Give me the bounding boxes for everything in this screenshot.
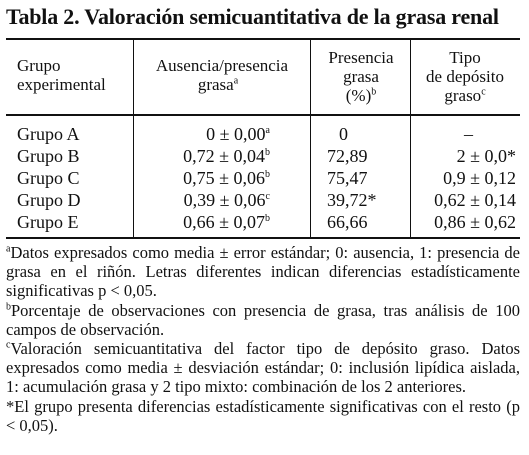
cell-ausencia-mark: a [265,125,270,136]
cell-presencia: 75,47 [327,168,368,188]
cell-grupo: Grupo A [17,124,80,144]
header-tipo: Tipo de depósito grasoc [412,48,518,105]
table-title: Tabla 2. Valoración semicuantitativa de … [6,4,499,29]
cell-grupo: Grupo C [17,168,80,188]
cell-tipo: 0,9 ± 0,12 [443,168,516,188]
cell-presencia: 39,72* [327,190,377,210]
header-presencia-line2: grasa [343,67,379,86]
cell-ausencia-mark: b [265,147,270,158]
cell-presencia: 66,66 [327,212,368,232]
header-ausencia-line2: grasa [197,75,234,94]
row-grupo-b: Grupo B 0,72 ± 0,04b 72,89 2 ± 0,0* [6,146,520,166]
cell-ausencia-mark: b [265,213,270,224]
column-divider [310,40,311,237]
header-presencia-footnote-mark: b [371,86,377,98]
cell-ausencia-mark: c [265,191,270,202]
header-grupo: Grupo experimental [17,56,106,94]
header-presencia-line1: Presencia [328,48,394,67]
cell-presencia: 0 [339,124,348,144]
cell-grupo: Grupo D [17,190,81,210]
cell-tipo: 2 ± 0,0* [456,146,516,166]
row-grupo-c: Grupo C 0,75 ± 0,06b 75,47 0,9 ± 0,12 [6,168,520,188]
header-tipo-line2: de depósito [426,67,504,86]
cell-ausencia: 0,75 ± 0,06b [183,168,270,188]
footnote-a: aDatos expresados como media ± error est… [6,243,520,301]
footnote-star: *El grupo presenta diferencias estadísti… [6,396,520,435]
column-divider [133,40,134,237]
row-grupo-e: Grupo E 0,66 ± 0,07b 66,66 0,86 ± 0,62 [6,212,520,232]
header-tipo-line3: graso [444,86,482,105]
header-rule [6,114,520,116]
cell-grupo: Grupo E [17,212,79,232]
footnotes: aDatos expresados como media ± error est… [6,243,520,435]
header-tipo-line1: Tipo [449,48,481,67]
footnote-b: bPorcentaje de observaciones con presenc… [6,300,520,339]
data-table: Grupo experimental Ausencia/presencia gr… [6,38,520,239]
cell-tipo: – [464,124,473,144]
header-presencia: Presencia grasa (%)b [313,48,409,105]
cell-presencia: 72,89 [327,146,368,166]
footnote-c-mark: c [6,339,11,351]
header-grupo-line1: Grupo [17,56,61,75]
header-tipo-footnote-mark: c [481,86,486,98]
cell-ausencia-mark: b [265,169,270,180]
footnote-b-mark: b [6,301,11,313]
cell-ausencia: 0,72 ± 0,04b [183,146,270,166]
column-divider [410,40,411,237]
header-ausencia-line1: Ausencia/presencia [155,56,289,75]
header-ausencia-footnote-mark: a [233,75,239,87]
cell-ausencia: 0 ± 0,00a [206,124,270,144]
cell-tipo: 0,62 ± 0,14 [434,190,516,210]
cell-ausencia: 0,39 ± 0,06c [183,190,270,210]
header-ausencia: Ausencia/presencia grasaa [137,56,307,94]
header-presencia-line3: (%) [345,86,372,105]
cell-grupo: Grupo B [17,146,80,166]
cell-tipo: 0,86 ± 0,62 [434,212,516,232]
footnote-c: cValoración semicuantitativa del factor … [6,339,520,397]
cell-ausencia: 0,66 ± 0,07b [183,212,270,232]
footnote-a-mark: a [6,243,11,255]
header-grupo-line2: experimental [17,75,106,94]
row-grupo-a: Grupo A 0 ± 0,00a 0 – [6,124,520,144]
row-grupo-d: Grupo D 0,39 ± 0,06c 39,72* 0,62 ± 0,14 [6,190,520,210]
